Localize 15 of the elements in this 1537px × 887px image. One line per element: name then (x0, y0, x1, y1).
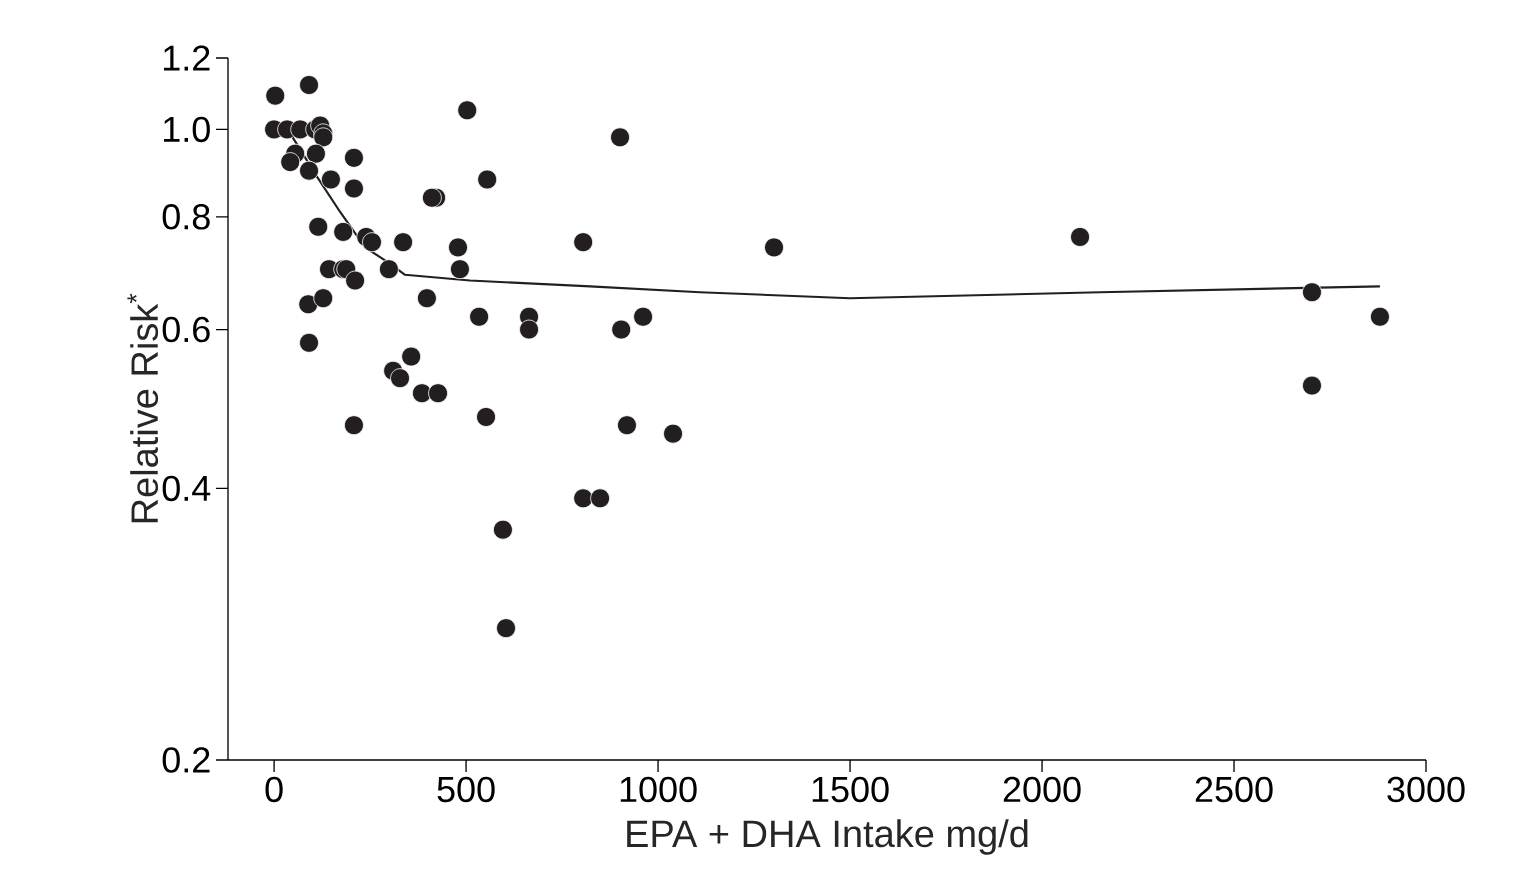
y-tick-label: 1.2 (163, 45, 210, 71)
x-tick-label: 1500 (812, 776, 889, 803)
x-tick-label: 500 (437, 776, 495, 803)
x-tick-label: 0 (265, 776, 283, 803)
y-tick-label: 0.8 (162, 204, 210, 230)
x-tick-label: 1000 (620, 776, 697, 803)
y-axis-title: Relative Risk$^{*}$ (127, 293, 159, 523)
x-tick-label: 3000 (1387, 776, 1465, 803)
x-axis-title: EPA + DHA Intake mg/d (627, 819, 1028, 855)
y-tick-label: 0.2 (162, 747, 210, 773)
y-tick-label: 0.6 (162, 316, 210, 343)
y-tick-label: 1.0 (163, 116, 210, 143)
x-tick-label: 2000 (1003, 776, 1081, 803)
y-tick-label: 0.4 (162, 475, 211, 502)
x-tick-label: 2500 (1195, 776, 1273, 803)
